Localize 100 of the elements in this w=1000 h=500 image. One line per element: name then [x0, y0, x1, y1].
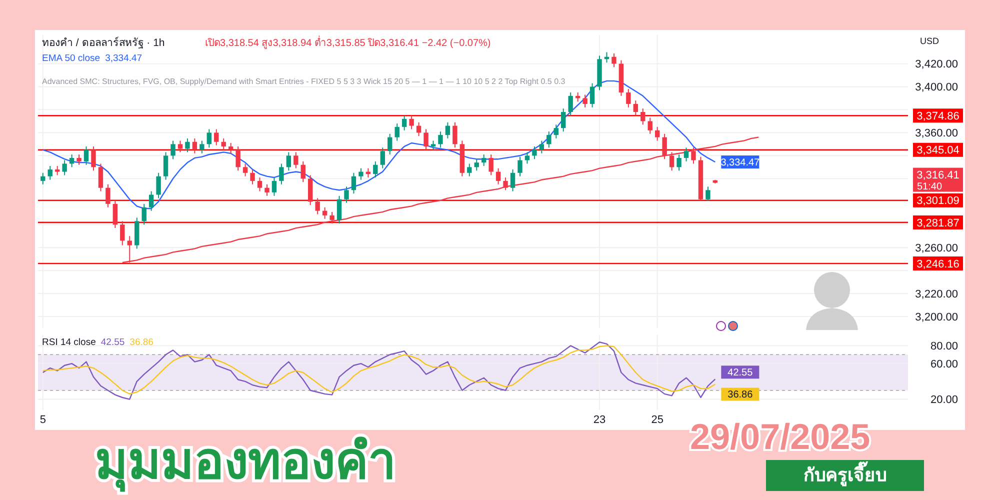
text: 51:40: [917, 181, 942, 192]
candlestick: [221, 138, 226, 150]
candlestick: [236, 146, 240, 172]
candlestick: [691, 147, 696, 164]
candlestick: [518, 156, 522, 177]
candlestick: [402, 114, 407, 131]
annotation: เปิด3,318.54 สูง3,318.94 ต่ำ3,315.85 ปิด3,316.41 −2.42 (−0.07%): [205, 35, 491, 49]
candlestick: [488, 154, 494, 176]
y-tick-label: 3,260.00: [915, 242, 958, 254]
candlestick: [69, 154, 74, 168]
candlestick: [192, 138, 198, 154]
candlestick: [481, 154, 486, 166]
candlestick: [561, 108, 566, 132]
text: 29/07/2025: [690, 416, 870, 457]
candlestick: [112, 200, 118, 229]
candlestick: [315, 198, 320, 215]
candlestick: [430, 140, 436, 150]
candlestick: [120, 220, 125, 246]
candlestick: [532, 146, 537, 160]
y-tick-label: 3,200.00: [915, 311, 958, 324]
candlestick: [62, 160, 67, 176]
candlestick: [228, 142, 234, 154]
data-label: 42.55: [728, 368, 754, 379]
y-tick-label: 80.00: [930, 340, 958, 353]
chart-title: RSI 14 close: [42, 337, 96, 348]
candlestick: [142, 203, 146, 226]
text: 3,334.47: [105, 53, 142, 64]
candlestick: [416, 122, 422, 137]
candlestick: [330, 211, 334, 224]
candlestick: [568, 92, 573, 116]
candlestick: [380, 147, 385, 169]
candlestick: [48, 165, 52, 180]
y-tick-label: 3,420.00: [915, 58, 958, 71]
text: USD: [920, 36, 940, 46]
candlestick: [474, 158, 479, 172]
candlestick: [156, 172, 161, 199]
candlestick: [272, 176, 277, 196]
candlestick: [351, 172, 356, 194]
candlestick: [409, 114, 414, 130]
candlestick: [286, 152, 292, 172]
candlestick: [84, 146, 89, 166]
line-series: [122, 136, 760, 264]
candlestick: [626, 88, 631, 108]
candlestick: [546, 131, 552, 148]
annotation: Advanced SMC: Structures, FVG, OB, Supply/Demand with Smart Entries - FIXED 5 5 3 3 Wick 15 20 5 — 1 — 1 — 1 10 10 5 2 2 Top Right 0.5 0.3: [42, 77, 566, 86]
candlestick: [200, 140, 204, 154]
candlestick: [524, 152, 530, 164]
candlestick: [257, 176, 262, 192]
x-tick-label: 25: [651, 414, 664, 426]
candlestick: [163, 152, 168, 180]
candlestick: [669, 152, 674, 172]
candlestick: [358, 168, 364, 180]
candlestick: [242, 163, 248, 177]
candlestick: [336, 195, 342, 224]
y-tick-label: 60.00: [930, 358, 958, 370]
candlestick: [582, 94, 588, 108]
candlestick: [106, 184, 110, 208]
x-tick-label: 5: [40, 414, 46, 426]
candlestick: [633, 100, 638, 116]
candlestick: [445, 122, 450, 139]
y-tick-label: 3,220.00: [915, 288, 958, 300]
text: กับครูเจี๊ยบ: [804, 461, 886, 487]
y-tick-label: 20.00: [930, 394, 958, 406]
candlestick: [373, 160, 378, 178]
candlestick: [590, 82, 595, 108]
candlestick: [452, 122, 458, 148]
candlestick: [503, 176, 508, 191]
candlestick: [539, 140, 544, 154]
ref-line-label: 3,246.16: [916, 258, 960, 270]
x-tick-label: 23: [593, 414, 606, 426]
candlestick: [684, 147, 689, 162]
text: 36.86: [130, 337, 154, 348]
candlestick: [554, 124, 558, 139]
candlestick: [467, 163, 472, 177]
candlestick: [170, 140, 176, 160]
y-tick-label: 3,400.00: [915, 82, 958, 94]
candlestick: [178, 140, 183, 153]
data-label: 36.86: [728, 390, 754, 401]
candlestick: [214, 128, 219, 146]
candlestick: [294, 152, 298, 169]
candlestick: [91, 146, 96, 172]
candlestick: [424, 128, 428, 150]
candlestick: [510, 168, 516, 192]
text: 3,316.41: [916, 170, 960, 182]
candlestick: [206, 128, 212, 148]
ref-line-label: 3,301.09: [916, 195, 960, 208]
candlestick: [148, 190, 154, 212]
ref-line-label: 3,345.04: [916, 144, 960, 157]
candlestick: [98, 163, 104, 192]
candlestick: [322, 206, 328, 220]
y-tick-label: 3,360.00: [915, 128, 958, 140]
candlestick: [388, 133, 392, 155]
ref-line-label: 3,281.87: [916, 217, 960, 230]
candlestick: [344, 186, 349, 204]
candlestick: [394, 122, 400, 142]
candlestick: [366, 168, 371, 178]
text: 42.55: [100, 337, 125, 348]
text: EMA 50 close: [42, 53, 100, 64]
candlestick: [612, 52, 616, 68]
candlestick: [250, 168, 255, 185]
